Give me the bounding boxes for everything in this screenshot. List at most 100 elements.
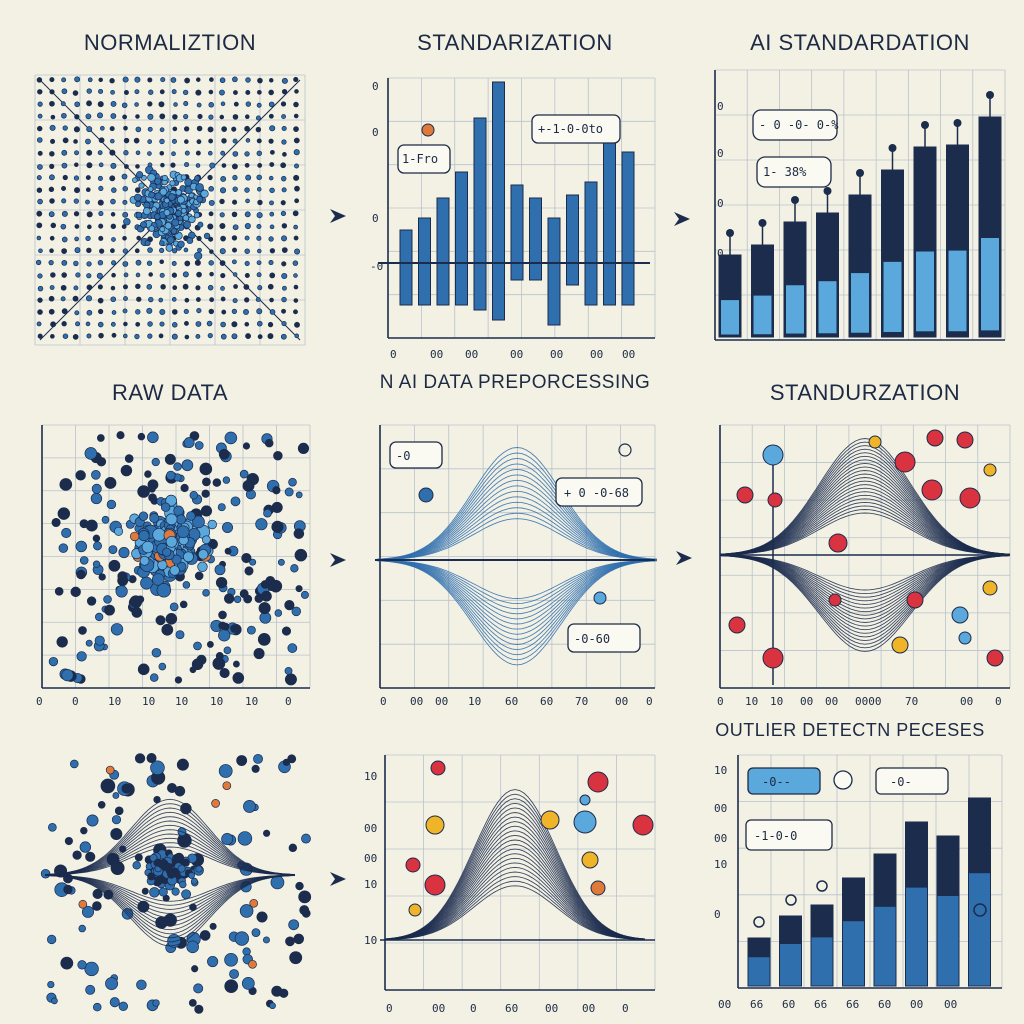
- data-point: [184, 150, 190, 156]
- data-point: [179, 880, 187, 889]
- bar-highlight: [937, 836, 959, 896]
- data-point: [230, 624, 239, 633]
- data-point: [196, 102, 202, 108]
- data-point: [281, 272, 288, 280]
- data-point: [154, 192, 163, 201]
- data-point: [75, 321, 80, 327]
- data-point: [244, 260, 250, 266]
- data-point: [105, 765, 115, 775]
- data-point: [288, 843, 298, 853]
- data-point: [232, 298, 238, 304]
- data-point: [160, 284, 166, 290]
- bell-curve-line: [44, 798, 296, 875]
- data-point: [141, 540, 154, 554]
- data-point: [98, 137, 105, 144]
- data-point: [156, 583, 172, 598]
- data-point: [281, 89, 288, 95]
- data-point: [85, 984, 96, 995]
- bar-highlight: [968, 798, 991, 874]
- data-point: [256, 224, 262, 230]
- data-point: [118, 546, 130, 559]
- callout-text: -1-0-0: [754, 829, 797, 843]
- bell-curve-line: [376, 474, 658, 560]
- data-point: [74, 187, 81, 194]
- standardization-bar-chart: 0 0 0 -0 0 00 00 00 00 00 00 1-Fro +-1-0…: [370, 77, 656, 361]
- data-point: [292, 210, 299, 217]
- data-point: [96, 272, 103, 279]
- data-point: [168, 193, 176, 201]
- data-point: [61, 210, 68, 217]
- data-point: [926, 429, 944, 447]
- data-point: [284, 666, 293, 675]
- y-tick: 10: [364, 770, 377, 783]
- data-point: [110, 138, 115, 144]
- data-point: [36, 77, 43, 83]
- data-point: [158, 101, 165, 108]
- data-point: [86, 814, 99, 827]
- panel-outlier-bars: 10 00 00 10 0 00 66 60 66 66 60 00 00 -0…: [690, 750, 1010, 1015]
- data-point: [200, 505, 213, 517]
- data-point: [147, 321, 153, 327]
- data-point: [37, 164, 43, 170]
- data-point: [166, 470, 176, 481]
- data-point: [256, 212, 263, 219]
- data-point: [253, 648, 265, 660]
- x-tick: 10: [210, 695, 223, 708]
- data-point: [171, 554, 182, 565]
- data-point: [141, 887, 149, 895]
- bar-highlight: [948, 250, 967, 332]
- data-point: [280, 162, 287, 169]
- panel-standurzation-bell: 0 10 10 00 00 0000 70 00 0: [715, 420, 1015, 710]
- data-point: [135, 283, 141, 290]
- data-point: [36, 321, 42, 327]
- data-point: [158, 297, 164, 303]
- data-point: [170, 162, 176, 168]
- data-point: [61, 149, 68, 156]
- data-point: [121, 102, 128, 109]
- data-point: [293, 273, 298, 278]
- bell-curve-line: [384, 876, 646, 941]
- data-point: [232, 114, 239, 120]
- data-point: [267, 333, 274, 340]
- data-point: [158, 887, 168, 897]
- data-point: [138, 511, 149, 521]
- data-point: [104, 604, 115, 616]
- data-point: [293, 235, 299, 241]
- data-point: [91, 470, 101, 480]
- data-point: [221, 833, 234, 846]
- data-point: [132, 177, 138, 183]
- bell-curve-outliers: 10 00 00 10 10 0 00 0 60 00 00 0: [364, 754, 656, 1015]
- data-point: [184, 260, 191, 267]
- data-point: [222, 521, 233, 533]
- data-point: [158, 333, 164, 339]
- data-point: [148, 272, 153, 277]
- data-point: [293, 284, 299, 290]
- bar: [621, 151, 635, 306]
- y-tick: 10: [714, 764, 727, 777]
- data-point: [172, 248, 178, 254]
- data-point: [243, 309, 249, 315]
- data-point: [49, 163, 55, 169]
- x-tick: 10: [175, 695, 188, 708]
- data-point: [98, 88, 104, 94]
- x-tick: 00: [582, 1002, 595, 1015]
- x-tick: 00: [550, 348, 563, 361]
- data-point: [92, 888, 103, 900]
- data-point: [195, 321, 202, 327]
- bell-curve-line: [376, 501, 658, 561]
- data-point: [257, 248, 262, 254]
- data-point: [162, 547, 172, 557]
- x-tick: 0: [72, 695, 79, 708]
- data-point: [49, 124, 56, 131]
- data-point: [110, 212, 116, 217]
- data-point: [281, 125, 287, 132]
- data-point: [78, 899, 88, 909]
- data-point: [48, 656, 59, 667]
- data-point: [220, 150, 226, 156]
- data-point: [207, 223, 214, 230]
- data-point: [206, 320, 213, 327]
- data-point: [87, 77, 93, 83]
- data-point: [220, 333, 227, 340]
- data-point: [75, 272, 81, 278]
- data-point: [231, 163, 238, 170]
